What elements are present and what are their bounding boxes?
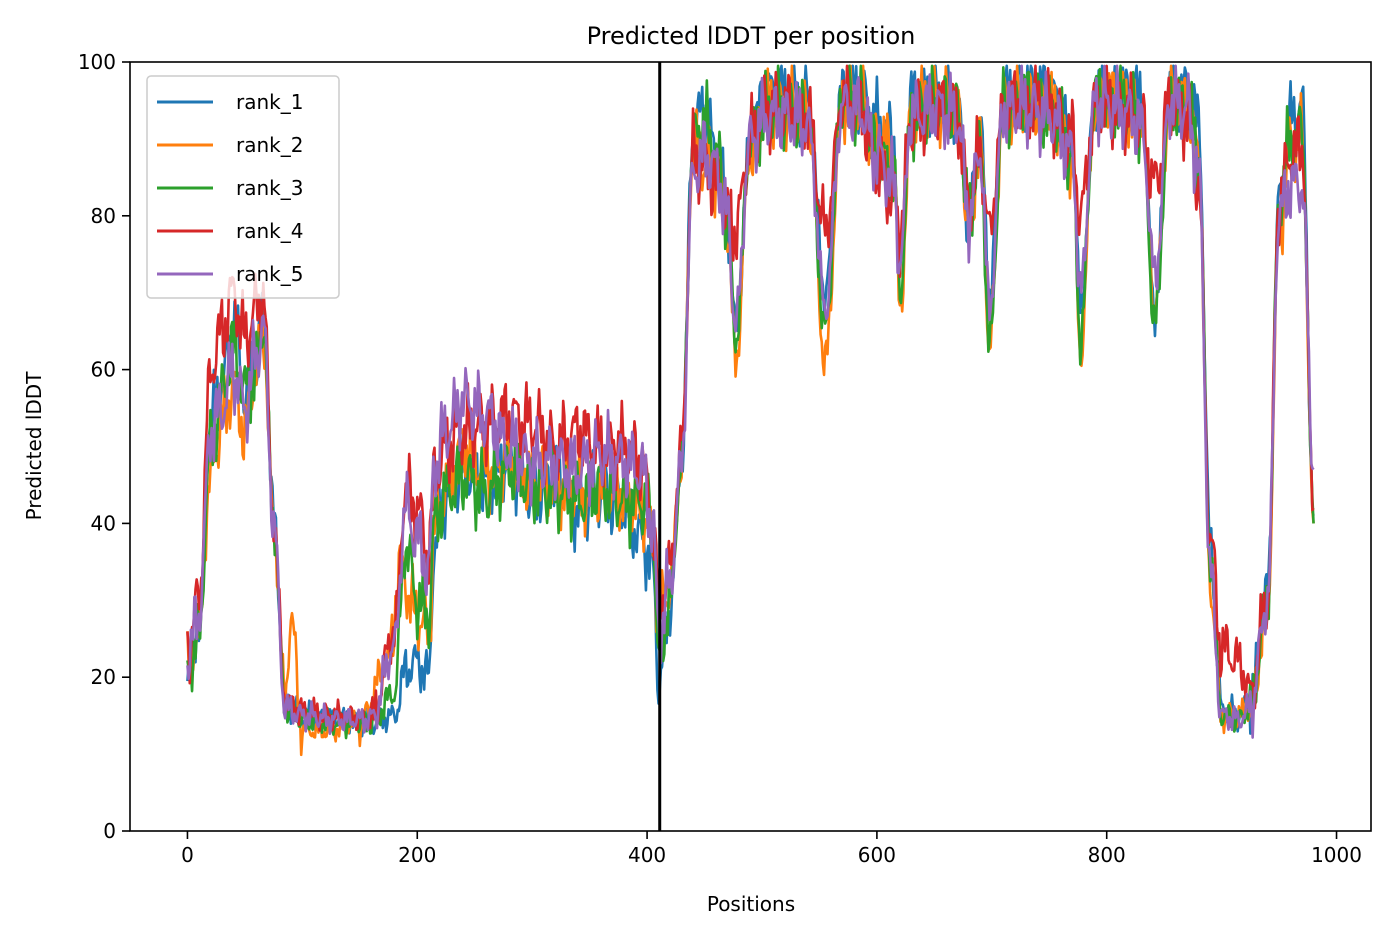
x-tick-label: 800	[1088, 843, 1126, 867]
x-tick-label: 200	[398, 843, 436, 867]
legend: rank_1 rank_2 rank_3 rank_4 rank_5	[146, 75, 340, 299]
legend-label: rank_1	[236, 90, 303, 114]
legend-label: rank_4	[236, 219, 303, 243]
y-axis: 0 20 40 60 80 100	[78, 50, 130, 843]
x-tick-label: 0	[181, 843, 194, 867]
y-tick-label: 60	[91, 358, 116, 382]
y-axis-title: Predicted lDDT	[22, 371, 46, 521]
legend-label: rank_2	[236, 133, 303, 157]
legend-label: rank_3	[236, 176, 303, 200]
y-tick-label: 40	[91, 511, 116, 535]
plot-frame	[129, 61, 1372, 832]
x-axis-title: Positions	[707, 892, 795, 916]
legend-label: rank_5	[236, 262, 303, 286]
y-tick-label: 20	[91, 665, 116, 689]
y-tick-label: 100	[78, 50, 116, 74]
plot-area	[186, 62, 1315, 831]
series-line-rank-5	[186, 64, 1315, 739]
y-tick-label: 0	[103, 819, 116, 843]
legend-box	[146, 75, 340, 299]
x-tick-label: 600	[858, 843, 896, 867]
x-axis: 0 200 400 600 800 1000	[181, 831, 1362, 867]
y-tick-label: 80	[91, 204, 116, 228]
x-tick-label: 400	[628, 843, 666, 867]
chart-title: Predicted lDDT per position	[587, 22, 916, 50]
x-tick-label: 1000	[1311, 843, 1362, 867]
